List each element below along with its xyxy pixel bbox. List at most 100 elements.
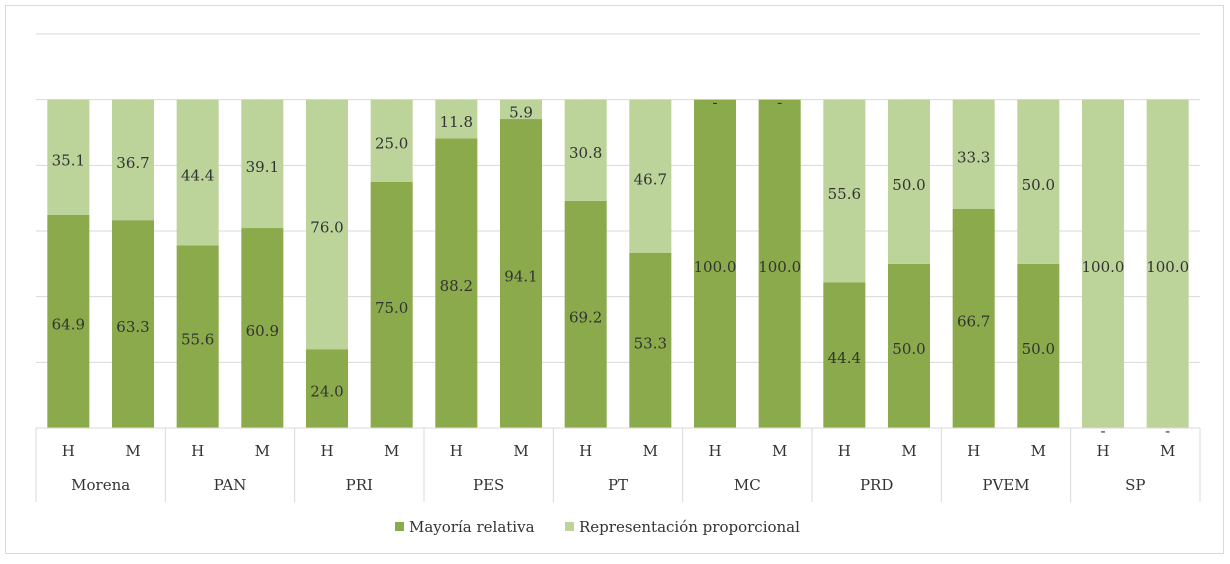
x-tick-label: M: [772, 442, 787, 460]
x-tick-label: H: [838, 442, 851, 460]
data-label: 39.1: [246, 158, 279, 176]
legend-swatch: [395, 522, 404, 531]
bar-segment: [952, 209, 995, 428]
data-label: 100.0: [1082, 258, 1125, 276]
group-label: PES: [473, 476, 504, 494]
bar-segment: [823, 99, 866, 283]
data-label: 44.4: [181, 167, 214, 185]
bar-segment: [241, 99, 284, 229]
group-label: PAN: [214, 476, 247, 494]
bar-segment: [435, 138, 478, 428]
bar-segment: [693, 99, 737, 429]
legend-swatch: [565, 522, 574, 531]
data-label: -: [1100, 422, 1105, 440]
data-label: 100.0: [758, 258, 801, 276]
group-label: Morena: [71, 476, 130, 494]
bar-segment: [47, 214, 90, 428]
data-label: 24.0: [310, 383, 343, 401]
data-label: 69.2: [569, 308, 602, 326]
data-label: 53.3: [634, 334, 667, 352]
bar-segment: [887, 99, 931, 264]
data-label: 50.0: [892, 340, 925, 358]
bar-segment: [499, 119, 543, 428]
x-tick-label: H: [320, 442, 333, 460]
data-label: 44.4: [828, 349, 861, 367]
data-label: 64.9: [52, 315, 85, 333]
x-tick-label: H: [62, 442, 75, 460]
group-label: PRD: [860, 476, 893, 494]
bar-segment: [758, 99, 801, 429]
x-tick-label: H: [708, 442, 721, 460]
data-label: 100.0: [1146, 258, 1189, 276]
bar-segment: [435, 99, 478, 139]
bar-segment: [1081, 99, 1125, 429]
bar-segment: [176, 245, 219, 428]
bar-segment: [1146, 99, 1189, 429]
bar-segment: [564, 200, 607, 428]
bar-segment: [952, 99, 995, 210]
x-tick-label: H: [450, 442, 463, 460]
x-tick-label: H: [1096, 442, 1109, 460]
x-tick-label: M: [513, 442, 528, 460]
data-label: 46.7: [634, 170, 667, 188]
data-label: 35.1: [52, 151, 85, 169]
data-label: 63.3: [116, 318, 149, 336]
bar-segment: [370, 181, 413, 428]
data-label: 33.3: [957, 148, 990, 166]
data-label: -: [712, 94, 717, 112]
x-tick-label: H: [579, 442, 592, 460]
bar-segment: [1017, 263, 1060, 428]
data-label: 88.2: [440, 277, 473, 295]
data-label: 100.0: [694, 258, 737, 276]
x-tick-label: H: [191, 442, 204, 460]
bar-segment: [629, 252, 672, 428]
group-label: PVEM: [982, 476, 1029, 494]
x-tick-label: M: [384, 442, 399, 460]
bar-segment: [47, 99, 90, 215]
data-label: 66.7: [957, 313, 990, 331]
x-tick-label: M: [643, 442, 658, 460]
x-tick-label: M: [125, 442, 140, 460]
legend-label: Representación proporcional: [579, 518, 800, 536]
group-label: PRI: [346, 476, 373, 494]
bar-segment: [887, 263, 931, 428]
data-label: 5.9: [509, 103, 533, 121]
bar-segment: [823, 282, 866, 428]
bar-segment: [370, 99, 413, 182]
data-label: 55.6: [181, 331, 214, 349]
data-label: -: [777, 94, 782, 112]
group-label: PT: [608, 476, 628, 494]
bar-segment: [176, 99, 219, 246]
data-label: 50.0: [1022, 340, 1055, 358]
bar-segment: [1017, 99, 1060, 264]
data-label: 94.1: [504, 268, 537, 286]
data-label: 50.0: [892, 176, 925, 194]
data-label: 50.0: [1022, 176, 1055, 194]
data-label: 25.0: [375, 135, 408, 153]
bar-segment: [241, 228, 284, 428]
x-tick-label: M: [1160, 442, 1175, 460]
data-label: 76.0: [310, 218, 343, 236]
bar-segment: [305, 349, 349, 428]
bar-segment: [564, 99, 607, 201]
bar-segment: [629, 99, 672, 253]
x-tick-label: M: [1031, 442, 1046, 460]
bar-segment: [111, 220, 155, 428]
bar-segment: [305, 99, 349, 350]
data-label: 11.8: [440, 113, 473, 131]
data-label: 75.0: [375, 299, 408, 317]
x-tick-label: M: [255, 442, 270, 460]
data-label: 55.6: [828, 185, 861, 203]
bar-segment: [111, 99, 155, 221]
x-tick-label: M: [901, 442, 916, 460]
group-label: MC: [734, 476, 761, 494]
data-label: -: [1165, 422, 1170, 440]
legend-label: Mayoría relativa: [409, 518, 535, 536]
group-label: SP: [1125, 476, 1145, 494]
bar-segment: [499, 99, 543, 120]
data-label: 36.7: [116, 154, 149, 172]
data-label: 60.9: [246, 322, 279, 340]
x-tick-label: H: [967, 442, 980, 460]
data-label: 30.8: [569, 144, 602, 162]
